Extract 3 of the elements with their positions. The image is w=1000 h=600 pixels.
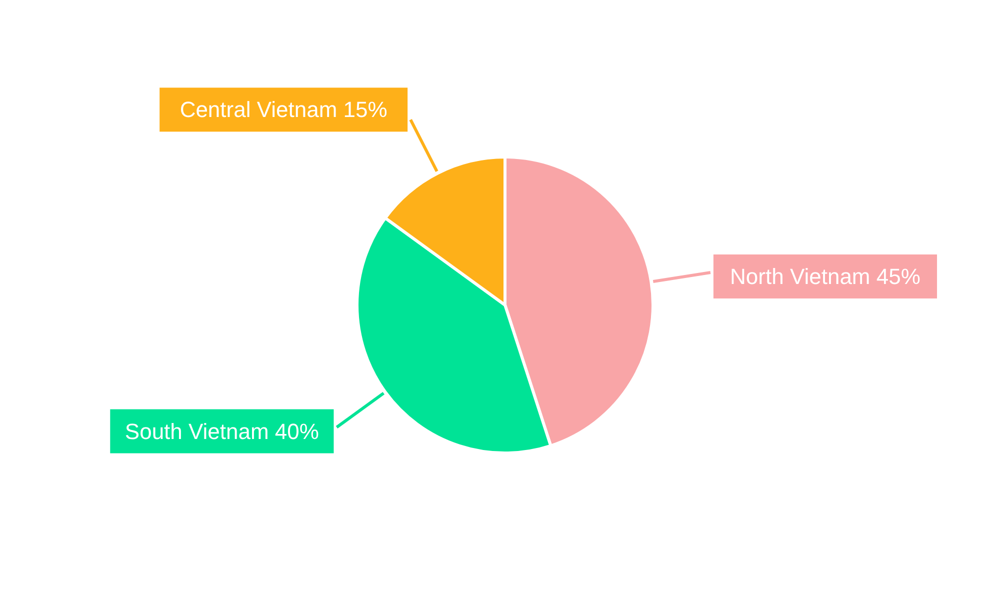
slice-label: Central Vietnam 15% xyxy=(180,97,388,122)
slice-label: South Vietnam 40% xyxy=(124,418,319,444)
slice-label: North Vietnam 45% xyxy=(730,264,920,289)
